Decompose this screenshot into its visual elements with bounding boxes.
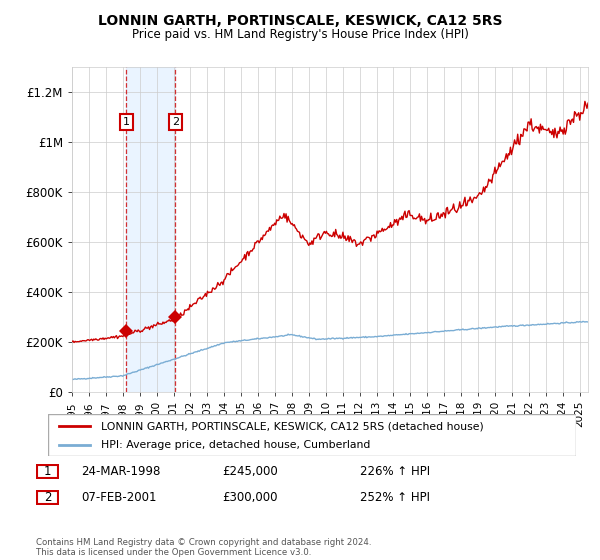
Text: Price paid vs. HM Land Registry's House Price Index (HPI): Price paid vs. HM Land Registry's House … [131, 28, 469, 41]
Text: Contains HM Land Registry data © Crown copyright and database right 2024.
This d: Contains HM Land Registry data © Crown c… [36, 538, 371, 557]
Text: LONNIN GARTH, PORTINSCALE, KESWICK, CA12 5RS: LONNIN GARTH, PORTINSCALE, KESWICK, CA12… [98, 14, 502, 28]
FancyBboxPatch shape [48, 414, 576, 456]
FancyBboxPatch shape [37, 491, 58, 504]
Text: £300,000: £300,000 [222, 491, 277, 504]
Text: 1: 1 [44, 465, 51, 478]
Text: 24-MAR-1998: 24-MAR-1998 [81, 465, 160, 478]
Text: 1: 1 [123, 117, 130, 127]
Text: HPI: Average price, detached house, Cumberland: HPI: Average price, detached house, Cumb… [101, 440, 370, 450]
Text: 07-FEB-2001: 07-FEB-2001 [81, 491, 157, 504]
Bar [127, 67, 175, 392]
Text: 2: 2 [44, 491, 51, 504]
Text: £245,000: £245,000 [222, 465, 278, 478]
Text: 226% ↑ HPI: 226% ↑ HPI [360, 465, 430, 478]
Text: LONNIN GARTH, PORTINSCALE, KESWICK, CA12 5RS (detached house): LONNIN GARTH, PORTINSCALE, KESWICK, CA12… [101, 421, 484, 431]
Text: 2: 2 [172, 117, 179, 127]
Text: 252% ↑ HPI: 252% ↑ HPI [360, 491, 430, 504]
FancyBboxPatch shape [37, 465, 58, 478]
